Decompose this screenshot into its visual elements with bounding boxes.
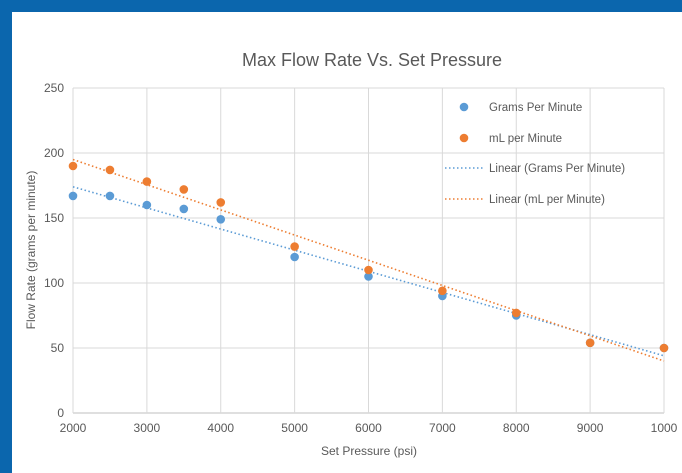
data-point bbox=[290, 242, 299, 251]
y-tick-label: 200 bbox=[44, 146, 64, 160]
x-tick-label: 7000 bbox=[429, 421, 456, 435]
legend-marker bbox=[459, 133, 469, 143]
x-tick-label: 9000 bbox=[577, 421, 604, 435]
legend: Grams Per Minute mL per Minute Linear (Gra… bbox=[445, 102, 625, 206]
legend-label: Linear (Grams Per Minute) bbox=[489, 163, 625, 175]
x-tick-labels: 2000 3000 4000 5000 6000 7000 8000 9000 1000 bbox=[60, 421, 678, 435]
x-tick-label: 5000 bbox=[281, 421, 308, 435]
y-tick-label: 250 bbox=[44, 81, 64, 95]
legend-label: Linear (mL per Minute) bbox=[489, 194, 605, 206]
legend-label: Grams Per Minute bbox=[489, 102, 582, 114]
grid bbox=[72, 87, 665, 414]
x-tick-label: 2000 bbox=[60, 421, 87, 435]
data-point bbox=[68, 161, 78, 171]
x-tick-label: 1000 bbox=[651, 421, 678, 435]
data-point bbox=[179, 204, 189, 214]
data-point bbox=[364, 272, 373, 281]
legend-label: mL per Minute bbox=[489, 133, 562, 145]
y-tick-label: 0 bbox=[57, 406, 64, 420]
y-tick-label: 50 bbox=[51, 341, 65, 355]
x-axis-label: Set Pressure (psi) bbox=[321, 444, 417, 458]
y-tick-label: 100 bbox=[44, 276, 64, 290]
data-point bbox=[105, 165, 115, 175]
legend-marker bbox=[459, 102, 469, 112]
data-point bbox=[179, 185, 189, 194]
trendlines bbox=[72, 158, 665, 362]
y-tick-label: 150 bbox=[44, 211, 64, 225]
data-point bbox=[438, 286, 447, 296]
data-point bbox=[142, 200, 152, 210]
data-point bbox=[68, 191, 78, 201]
data-point bbox=[364, 265, 373, 275]
data-point bbox=[659, 343, 669, 353]
data-point bbox=[511, 308, 521, 318]
x-tick-label: 4000 bbox=[207, 421, 234, 435]
data-point bbox=[216, 198, 226, 207]
x-tick-label: 6000 bbox=[355, 421, 382, 435]
data-point bbox=[290, 252, 299, 262]
x-tick-label: 3000 bbox=[134, 421, 161, 435]
y-tick-labels: 0 50 100 150 200 250 bbox=[44, 81, 64, 420]
data-point bbox=[585, 338, 595, 348]
trendline bbox=[72, 158, 665, 362]
y-axis-label: Flow Rate (grams per minute) bbox=[24, 171, 38, 330]
data-points bbox=[68, 161, 669, 353]
data-point bbox=[142, 177, 152, 186]
data-point bbox=[216, 215, 226, 224]
chart-title: Max Flow Rate Vs. Set Pressure bbox=[242, 50, 502, 70]
x-tick-label: 8000 bbox=[503, 421, 530, 435]
data-point bbox=[105, 191, 115, 201]
